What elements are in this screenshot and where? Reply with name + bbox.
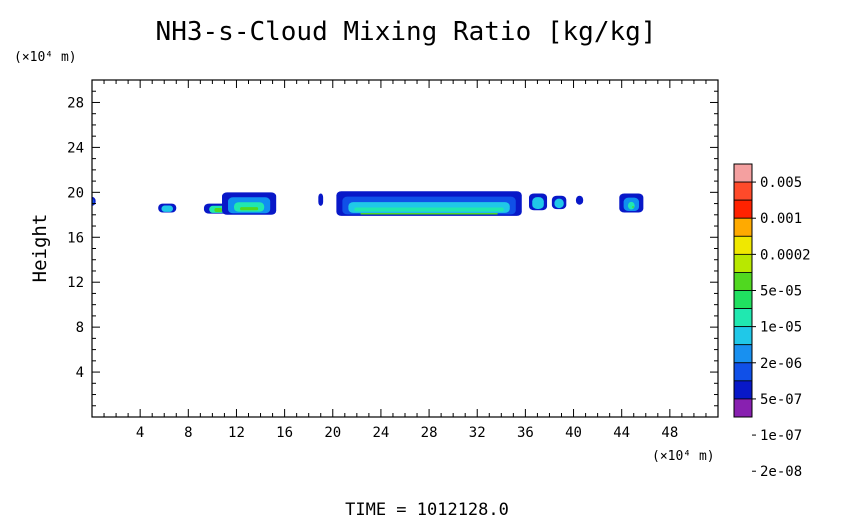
x-tick-label: 20	[324, 425, 341, 441]
legend-swatch	[733, 217, 753, 237]
cloud-patch	[619, 193, 644, 213]
cloud-band	[161, 205, 174, 212]
legend-swatch	[733, 181, 753, 201]
legend-label: 1e-05	[760, 320, 802, 336]
legend-label: 1e-07	[760, 428, 802, 444]
y-axis-unit: (×10⁴ m)	[14, 50, 77, 65]
cloud-band	[360, 212, 498, 215]
y-tick-label: 24	[67, 140, 84, 156]
legend-label: 0.005	[760, 175, 802, 191]
legend-label: 5e-05	[760, 284, 802, 300]
cloud-band	[240, 207, 259, 211]
legend-label: 2e-06	[760, 356, 802, 372]
cloud-band	[318, 193, 324, 206]
y-tick-label: 4	[76, 365, 84, 381]
x-tick-label: 28	[421, 425, 438, 441]
legend-swatch	[733, 235, 753, 255]
y-tick-label: 28	[67, 95, 84, 111]
cloud-patch	[158, 203, 177, 213]
legend-swatch	[733, 380, 753, 400]
x-tick-label: 40	[565, 425, 582, 441]
legend-swatch	[733, 362, 753, 382]
x-tick-label: 24	[372, 425, 389, 441]
x-tick-label: 16	[276, 425, 293, 441]
cloud-band	[627, 201, 635, 210]
plot-frame	[91, 79, 719, 418]
chart-title: NH3-s-Cloud Mixing Ratio [kg/kg]	[156, 17, 657, 47]
cloud-band	[354, 207, 504, 212]
y-axis: 4 8 12 16 20 24 28	[67, 90, 718, 407]
cloud-patch	[318, 193, 324, 206]
x-tick-label: 36	[517, 425, 534, 441]
x-tick-label: 32	[469, 425, 486, 441]
legend-swatch	[733, 290, 753, 309]
x-tick-label: 12	[228, 425, 245, 441]
x-tick-label: 8	[184, 425, 192, 441]
legend-swatch	[733, 253, 753, 273]
legend-label: 2e-08	[760, 464, 802, 480]
legend-swatch	[733, 163, 753, 183]
cloud-band	[234, 202, 265, 212]
cloud-patch	[336, 191, 522, 216]
legend-swatch	[733, 326, 753, 346]
legend-label: 0.001	[760, 211, 802, 227]
legend-swatch	[733, 398, 753, 418]
color-legend: 0.005 0.001 0.0002 5e-05 1e-05 2e-06 5e-07 1e-0…	[733, 163, 811, 480]
x-axis-unit: (×10⁴ m)	[652, 449, 715, 464]
y-tick-label: 20	[67, 185, 84, 201]
legend-swatch	[733, 199, 753, 219]
y-tick-label: 12	[67, 275, 84, 291]
cloud-patch	[551, 195, 567, 210]
legend-swatch	[733, 272, 753, 291]
plot-area	[91, 79, 719, 418]
cloud-patch	[575, 195, 584, 205]
legend-swatch	[733, 308, 753, 328]
cloud-patch	[222, 192, 277, 215]
x-tick-label: 4	[136, 425, 144, 441]
x-tick-label: 44	[613, 425, 630, 441]
y-tick-label: 16	[67, 230, 84, 246]
legend-label: 5e-07	[760, 392, 802, 408]
time-label: TIME = 1012128.0	[345, 500, 509, 519]
legend-label: 0.0002	[760, 247, 811, 263]
y-tick-label: 8	[76, 320, 84, 336]
cloud-patch	[528, 193, 548, 211]
cloud-band	[532, 197, 544, 209]
x-axis: 4 8 12 16 20 24 28 32 36 40 44 48	[103, 80, 707, 441]
cloud-band	[214, 208, 223, 213]
legend-swatch	[733, 344, 753, 364]
cloud-field	[92, 191, 644, 216]
cloud-band	[554, 198, 564, 209]
cloud-band	[632, 206, 634, 209]
x-tick-label: 48	[661, 425, 678, 441]
y-axis-title: Height	[29, 214, 51, 283]
cloud-band	[575, 195, 584, 205]
